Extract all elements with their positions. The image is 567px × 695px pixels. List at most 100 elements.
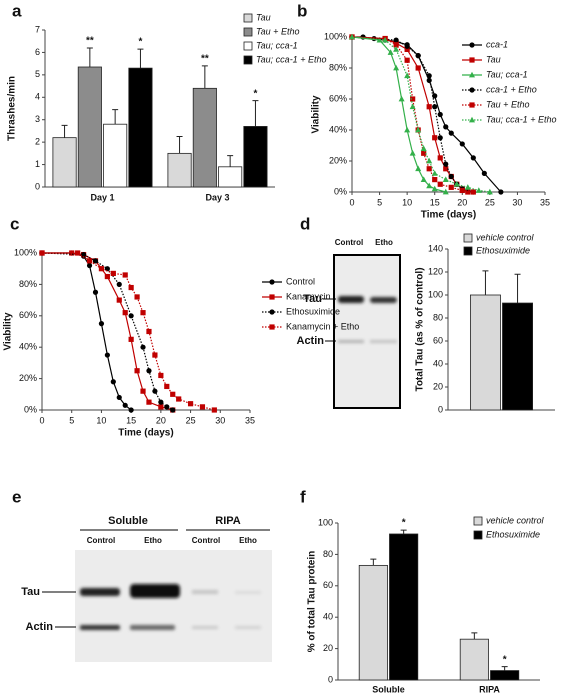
point [437, 111, 443, 118]
point [426, 157, 433, 164]
error-bar [471, 632, 478, 640]
point [122, 402, 128, 408]
point [116, 394, 122, 401]
band [192, 626, 218, 629]
y-tick-label: 80 [323, 549, 333, 559]
point [134, 368, 140, 374]
x-tick-label: 10 [96, 415, 106, 425]
y-tick-label: 40 [433, 358, 443, 368]
point [140, 344, 146, 350]
point [128, 407, 134, 413]
panel-letter: e [12, 487, 21, 506]
blot-frame [75, 550, 272, 662]
panel-letter: b [297, 1, 307, 20]
y-axis-label: Thrashes/min [7, 76, 18, 141]
point [81, 251, 87, 258]
x-tick-label: 35 [245, 415, 255, 425]
blot-frame [333, 254, 401, 409]
legend-marker [469, 71, 475, 78]
line [41, 252, 174, 411]
x-axis-label: Time (days) [118, 428, 173, 439]
band [235, 591, 261, 594]
line [351, 36, 474, 193]
point [110, 270, 116, 277]
bar [490, 670, 520, 681]
significance-label: * [138, 37, 142, 48]
legend-key [243, 41, 253, 51]
y-tick-label: 1 [35, 159, 40, 169]
point [426, 104, 432, 110]
point [128, 336, 134, 342]
y-tick-label: 7 [35, 24, 40, 34]
point [421, 150, 427, 156]
y-tick-label: 0% [334, 186, 347, 196]
y-axis-label: % of total Tau protein [307, 551, 318, 652]
panel-letter: a [12, 1, 22, 20]
point [140, 310, 146, 316]
x-tick-label: 25 [186, 415, 196, 425]
panel-letter: c [10, 214, 19, 233]
point [170, 407, 176, 413]
line [42, 252, 215, 411]
error-bar [61, 124, 68, 138]
point [475, 187, 482, 193]
point [39, 250, 45, 256]
y-axis-label: Total Tau (as % of control) [415, 267, 426, 391]
legend-label: Control [286, 276, 315, 286]
point [164, 404, 170, 410]
point [409, 103, 416, 110]
legend-label: Kanamycin + Etho [286, 321, 359, 331]
point [443, 166, 449, 172]
y-tick-label: 20% [19, 373, 37, 383]
point [122, 272, 128, 278]
legend-label: Tau + Etho [486, 99, 529, 109]
point [448, 130, 454, 136]
error-bar [400, 529, 407, 534]
point [398, 95, 405, 102]
legend-marker [469, 87, 475, 93]
point [437, 135, 443, 141]
legend-key [243, 55, 253, 65]
y-tick-label: 60% [329, 93, 347, 103]
y-axis-label: Viability [3, 312, 14, 351]
legend-label: Tau; cca-1 [486, 69, 528, 79]
bar [128, 67, 153, 188]
point [134, 294, 140, 300]
y-tick-label: 100% [324, 31, 347, 41]
point [404, 46, 410, 52]
y-tick-label: 40% [19, 342, 37, 352]
error-bar [370, 558, 377, 566]
panel-letter: d [300, 214, 310, 233]
point [404, 126, 411, 133]
line [351, 36, 490, 193]
group-label: RIPA [215, 515, 241, 527]
error-bar [112, 109, 119, 125]
x-tick-label: 15 [430, 197, 440, 207]
line [351, 36, 474, 193]
y-tick-label: 120 [428, 266, 443, 276]
error-bar [176, 136, 183, 154]
point [393, 46, 400, 52]
y-tick-label: 5 [35, 69, 40, 79]
point [481, 170, 487, 176]
point [409, 150, 416, 156]
point [437, 155, 443, 161]
point [98, 266, 105, 272]
y-tick-label: 80% [329, 62, 347, 72]
legend-label: Tau + Etho [256, 26, 299, 36]
point [453, 181, 460, 187]
band-label: Tau [21, 586, 40, 598]
panel-letter: f [300, 487, 306, 506]
point [437, 181, 443, 187]
y-tick-label: 0% [24, 404, 37, 414]
bar [389, 533, 419, 681]
point [110, 379, 116, 385]
legend-label: Tau [486, 54, 501, 64]
x-tick-label: 10 [402, 197, 412, 207]
point [432, 135, 438, 141]
bar [167, 152, 192, 188]
significance-label: ** [86, 36, 94, 47]
x-axis-label: Time (days) [421, 210, 476, 221]
group-label: Soluble [108, 515, 148, 527]
